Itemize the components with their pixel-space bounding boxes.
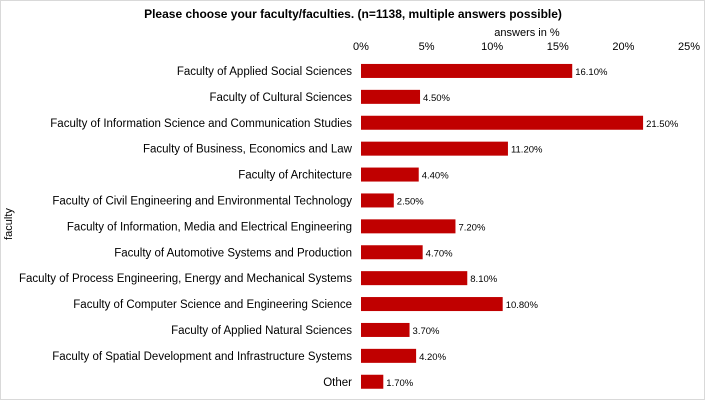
data-label: 3.70% [413,326,440,337]
data-label: 7.20% [458,222,485,233]
data-label: 16.10% [575,67,608,78]
data-label: 4.20% [419,352,446,363]
bar [361,167,419,182]
data-label: 2.50% [397,196,424,207]
data-label: 21.50% [646,119,679,130]
category-label: Faculty of Business, Economics and Law [143,144,353,156]
x-tick-label: 15% [547,41,569,53]
category-label: Faculty of Process Engineering, Energy a… [19,273,352,285]
y-axis-title: faculty [3,208,15,240]
data-label: 4.50% [423,93,450,104]
category-label: Faculty of Applied Natural Sciences [171,325,352,337]
bar [361,271,468,286]
data-label: 10.80% [506,300,539,311]
bar [361,219,456,234]
x-tick-label: 5% [419,41,435,53]
x-tick-label: 10% [481,41,503,53]
data-label: 11.20% [511,145,543,156]
bar [361,89,421,104]
category-label: Faculty of Automotive Systems and Produc… [114,247,352,259]
bar [361,322,410,337]
bar [361,297,503,312]
category-label: Faculty of Computer Science and Engineer… [73,299,352,311]
x-tick-labels: 0% 5% 10% 15% 20% 25% [353,41,700,53]
category-label: Faculty of Civil Engineering and Environ… [52,195,352,207]
bar [361,374,384,389]
category-label: Faculty of Applied Social Sciences [177,66,352,78]
category-label: Faculty of Information Science and Commu… [50,118,352,130]
category-label: Faculty of Architecture [238,170,352,182]
data-label: 1.70% [386,378,413,389]
bar [361,193,394,208]
category-label: Faculty of Spatial Development and Infra… [52,351,352,363]
data-label: 8.10% [470,274,497,285]
x-tick-label: 25% [678,41,700,53]
category-labels: Faculty of Applied Social Sciences Facult… [19,66,353,389]
data-label: 4.40% [422,171,449,182]
category-label: Faculty of Information, Media and Electr… [67,221,352,233]
bar [361,348,417,363]
bar [361,141,508,156]
category-label: Faculty of Cultural Sciences [209,92,352,104]
x-axis-title: answers in % [494,27,560,39]
bar [361,63,573,78]
bar [361,245,423,260]
bars [361,63,644,389]
x-tick-label: 0% [353,41,369,53]
chart-title: Please choose your faculty/faculties. (n… [144,7,562,21]
bar [361,115,644,130]
data-labels: 16.10% 4.50% 21.50% 11.20% 4.40% 2.50% 7.20% 4.… [386,67,679,389]
category-label: Other [323,377,352,389]
data-label: 4.70% [426,248,453,259]
x-tick-label: 20% [612,41,634,53]
